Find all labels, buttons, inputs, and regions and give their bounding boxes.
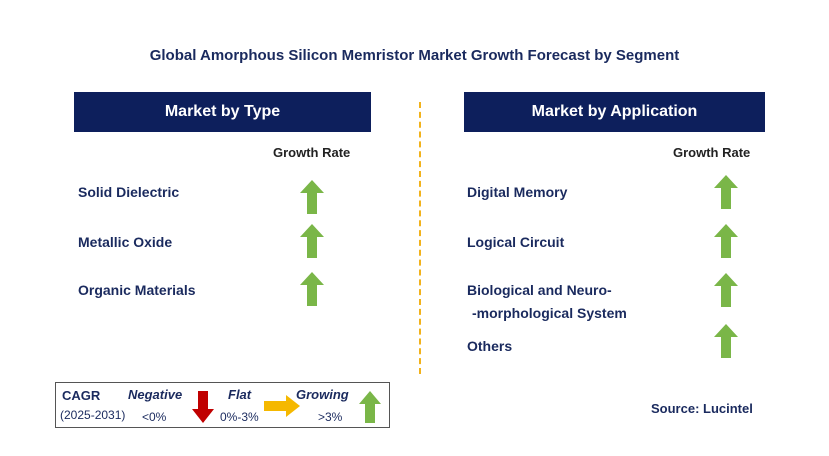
- negative-arrow-icon: [192, 391, 214, 423]
- legend-flat-range: 0%-3%: [220, 410, 259, 424]
- application-growth-rate-label: Growth Rate: [673, 145, 751, 160]
- application-item-others: Others: [467, 338, 513, 354]
- panel-divider: [419, 102, 421, 374]
- cagr-legend: CAGR (2025-2031) Negative <0% Flat 0%-3%…: [55, 382, 390, 428]
- legend-flat: Flat: [228, 387, 252, 402]
- growing-arrow-icon: [300, 272, 324, 306]
- growing-arrow-icon: [714, 324, 738, 358]
- legend-cagr: CAGR: [62, 388, 101, 403]
- source-note: Source: Lucintel: [651, 401, 753, 416]
- flat-arrow-icon: [264, 395, 300, 417]
- legend-growing-range: >3%: [318, 410, 343, 424]
- growing-arrow-icon: [300, 180, 324, 214]
- type-header: Market by Type: [74, 92, 371, 132]
- growing-arrow-icon: [714, 175, 738, 209]
- application-item-biological-line1: Biological and Neuro-: [467, 282, 612, 298]
- type-growth-rate-label: Growth Rate: [273, 145, 351, 160]
- growing-arrow-icon: [300, 224, 324, 258]
- application-item-biological-line2: -morphological System: [472, 305, 627, 321]
- legend-period: (2025-2031): [60, 408, 126, 422]
- legend-negative: Negative: [128, 387, 183, 402]
- application-item-digital-memory: Digital Memory: [467, 184, 568, 200]
- type-item-organic-materials: Organic Materials: [78, 282, 196, 298]
- application-header: Market by Application: [464, 92, 765, 132]
- type-item-solid-dielectric: Solid Dielectric: [78, 184, 180, 200]
- growing-arrow-icon: [359, 391, 381, 423]
- type-item-metallic-oxide: Metallic Oxide: [78, 234, 173, 250]
- application-item-logical-circuit: Logical Circuit: [467, 234, 565, 250]
- legend-growing: Growing: [296, 387, 349, 402]
- growing-arrow-icon: [714, 273, 738, 307]
- growing-arrow-icon: [714, 224, 738, 258]
- chart-title: Global Amorphous Silicon Memristor Marke…: [149, 47, 680, 64]
- legend-negative-range: <0%: [142, 410, 167, 424]
